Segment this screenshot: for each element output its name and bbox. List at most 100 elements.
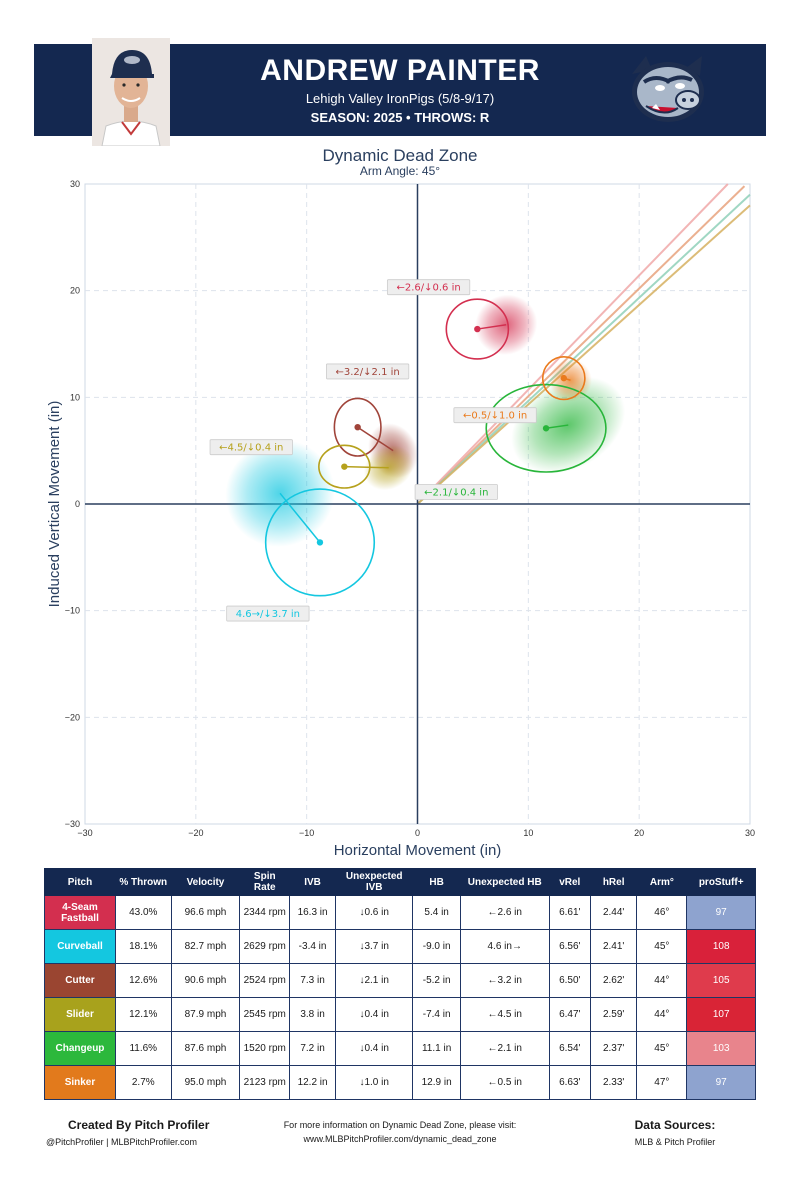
table-cell: 5.4 in xyxy=(412,895,461,930)
table-cell: 2524 rpm xyxy=(239,963,291,998)
table-cell: 2.37' xyxy=(589,1031,638,1066)
pitch-ellipse xyxy=(445,298,510,360)
table-cell: 6.47' xyxy=(548,997,591,1032)
table-row: Changeup 11.6% 87.6 mph 1520 rpm 7.2 in ↓0.4 … xyxy=(44,1031,756,1066)
table-cell: 6.54' xyxy=(548,1031,591,1066)
y-tick-label: 20 xyxy=(70,286,80,296)
chart-subtitle: Arm Angle: 45° xyxy=(359,164,441,178)
table-cell: ←2.6 in xyxy=(459,895,550,930)
arm-angle-line xyxy=(416,185,746,505)
pitch-annotation-label: ←4.5/↓0.4 in xyxy=(219,443,283,454)
created-by: Created By Pitch Profiler xyxy=(68,1118,210,1132)
table-row: Sinker 2.7% 95.0 mph 2123 rpm 12.2 in ↓1.0 in… xyxy=(44,1065,756,1100)
pitch-point xyxy=(341,463,348,470)
table-cell: 90.6 mph xyxy=(170,963,241,998)
annotation-label-box xyxy=(226,605,310,622)
x-tick-label: 20 xyxy=(634,828,644,838)
y-tick-label: −10 xyxy=(65,606,80,616)
pitch-point xyxy=(542,425,550,432)
info-line: For more information on Dynamic Dead Zon… xyxy=(283,1120,517,1130)
table-cell: 2.44' xyxy=(589,895,638,930)
y-tick-label: −20 xyxy=(65,712,80,722)
table-header-cell: Velocity xyxy=(170,868,241,896)
y-tick-label: 0 xyxy=(75,499,80,509)
prostuff-cell: 108 xyxy=(686,929,756,964)
table-cell: -9.0 in xyxy=(412,929,461,964)
pitch-annotation-label: ←2.1/↓0.4 in xyxy=(424,487,488,498)
pitch-point xyxy=(316,539,324,546)
table-header-cell: Arm° xyxy=(636,868,688,896)
table-cell: 2629 rpm xyxy=(239,929,291,964)
pitch-annotation-label: ←2.6/↓0.6 in xyxy=(396,283,460,294)
table-header-cell: Pitch xyxy=(44,868,116,896)
table-cell: ↓0.4 in xyxy=(335,997,414,1032)
table-cell: 18.1% xyxy=(114,929,172,964)
table-row: Slider 12.1% 87.9 mph 2545 rpm 3.8 in ↓0.4 in… xyxy=(44,997,756,1032)
table-cell: 2545 rpm xyxy=(239,997,291,1032)
ironpigs-logo-icon xyxy=(626,52,712,130)
prostuff-cell: 97 xyxy=(686,1065,756,1100)
pitch-ellipse xyxy=(485,383,607,473)
movement-chart: −30 −20 −10 0 10 20 30 30 20 10 0 −10 −20 −30 Horizont… xyxy=(46,179,755,859)
table-cell: 6.61' xyxy=(548,895,591,930)
table-row: 4-Seam Fastball 43.0% 96.6 mph 2344 rpm 16.3… xyxy=(44,895,756,930)
table-cell: ←2.1 in xyxy=(459,1031,550,1066)
table-cell: 44° xyxy=(636,997,688,1032)
annotation-label-box xyxy=(453,407,537,424)
pitch-ellipse xyxy=(541,355,586,401)
y-tick-label: −30 xyxy=(65,819,80,829)
table-header-cell: proStuff+ xyxy=(686,868,756,896)
prostuff-cell: 97 xyxy=(686,895,756,930)
table-cell: 2.33' xyxy=(589,1065,638,1100)
pitch-name-cell: Curveball xyxy=(44,929,116,964)
table-cell: 45° xyxy=(636,929,688,964)
y-axis-label: Induced Vertical Movement (in) xyxy=(46,401,63,608)
table-row: Curveball 18.1% 82.7 mph 2629 rpm -3.4 in ↓3.… xyxy=(44,929,756,964)
table-cell: 12.9 in xyxy=(412,1065,461,1100)
y-tick-label: 10 xyxy=(70,392,80,402)
annotation-label-box xyxy=(386,279,471,296)
table-cell: 95.0 mph xyxy=(170,1065,241,1100)
table-cell: 4.6 in→ xyxy=(459,929,550,964)
table-cell: 1520 rpm xyxy=(239,1031,291,1066)
table-cell: 2.41' xyxy=(589,929,638,964)
prostuff-cell: 103 xyxy=(686,1031,756,1066)
table-cell: -5.2 in xyxy=(412,963,461,998)
x-tick-label: −30 xyxy=(77,828,92,838)
table-cell: 12.1% xyxy=(114,997,172,1032)
table-cell: 11.1 in xyxy=(412,1031,461,1066)
table-cell: 12.6% xyxy=(114,963,172,998)
x-tick-label: 30 xyxy=(745,828,755,838)
x-tick-label: 10 xyxy=(523,828,533,838)
season-line: SEASON: 2025 • THROWS: R xyxy=(310,110,490,125)
table-cell: 46° xyxy=(636,895,688,930)
table-cell: ↓1.0 in xyxy=(335,1065,414,1100)
table-cell: 2.7% xyxy=(114,1065,172,1100)
pitch-stats-table: Pitch% Thrown Velocity Spin Rate IVB Unexpec… xyxy=(44,868,756,1100)
table-row: Cutter 12.6% 90.6 mph 2524 rpm 7.3 in ↓2.1 in… xyxy=(44,963,756,998)
table-cell: 2344 rpm xyxy=(239,895,291,930)
table-cell: 6.63' xyxy=(548,1065,591,1100)
table-cell: 7.3 in xyxy=(289,963,337,998)
prostuff-cell: 105 xyxy=(686,963,756,998)
pitch-name-cell: Sinker xyxy=(44,1065,116,1100)
arm-angle-line xyxy=(416,204,751,505)
table-cell: 96.6 mph xyxy=(170,895,241,930)
social-handles: @PitchProfiler | MLBPitchProfiler.com xyxy=(46,1137,198,1147)
table-cell: 2.62' xyxy=(589,963,638,998)
pitch-name-cell: Cutter xyxy=(44,963,116,998)
deviation-vector xyxy=(357,426,394,452)
table-header-cell: Unexpected IVB xyxy=(335,868,414,896)
table-cell: 2.59' xyxy=(589,997,638,1032)
pitch-name-cell: Slider xyxy=(44,997,116,1032)
table-cell: ←0.5 in xyxy=(459,1065,550,1100)
table-header-cell: hRel xyxy=(589,868,638,896)
arm-angle-line xyxy=(416,183,729,505)
prostuff-cell: 107 xyxy=(686,997,756,1032)
annotation-label-box xyxy=(414,484,498,500)
table-cell: 45° xyxy=(636,1031,688,1066)
sources-text: MLB & Pitch Profiler xyxy=(634,1137,716,1147)
table-header-cell: HB xyxy=(412,868,461,896)
pitch-ellipse xyxy=(264,488,376,597)
table-cell: 87.9 mph xyxy=(170,997,241,1032)
